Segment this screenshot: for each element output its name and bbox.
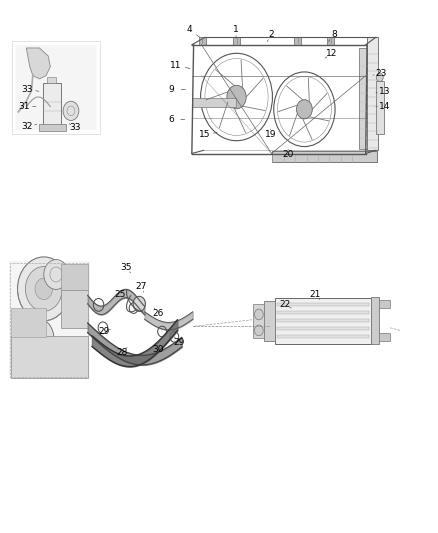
Circle shape — [25, 266, 62, 311]
Circle shape — [133, 296, 145, 311]
PathPatch shape — [9, 261, 90, 378]
Bar — [277, 303, 369, 306]
Bar — [39, 124, 66, 131]
Circle shape — [297, 100, 312, 119]
Text: 12: 12 — [326, 49, 338, 58]
Circle shape — [227, 85, 246, 109]
Circle shape — [376, 73, 383, 82]
Text: 21: 21 — [310, 290, 321, 298]
Circle shape — [35, 278, 53, 300]
Text: 4: 4 — [187, 25, 192, 34]
Text: 28: 28 — [116, 349, 127, 357]
Text: 35: 35 — [120, 263, 132, 272]
Bar — [12, 41, 100, 134]
Bar — [371, 297, 379, 344]
Text: 9: 9 — [169, 85, 175, 94]
Bar — [43, 83, 61, 128]
Text: 8: 8 — [331, 30, 337, 39]
Text: 27: 27 — [135, 282, 147, 291]
Bar — [275, 298, 371, 344]
Bar — [277, 335, 369, 338]
Bar — [379, 333, 390, 341]
Bar — [277, 319, 369, 322]
PathPatch shape — [26, 48, 50, 79]
Bar — [327, 37, 334, 45]
Bar — [253, 304, 264, 338]
Text: 32: 32 — [21, 123, 33, 131]
Bar — [47, 77, 56, 83]
Bar — [11, 308, 46, 337]
Text: 13: 13 — [379, 87, 390, 96]
Circle shape — [63, 101, 79, 120]
Circle shape — [18, 257, 70, 321]
Bar — [233, 37, 240, 45]
Text: 6: 6 — [169, 115, 175, 124]
Text: 11: 11 — [170, 61, 182, 69]
Text: 29: 29 — [173, 338, 184, 346]
Bar — [264, 301, 275, 341]
Bar — [376, 81, 384, 134]
Text: 2: 2 — [269, 30, 274, 39]
Text: 33: 33 — [21, 85, 33, 94]
Text: 19: 19 — [265, 130, 276, 139]
Bar — [272, 151, 377, 162]
Bar — [192, 98, 236, 107]
Bar — [199, 37, 206, 45]
Text: 33: 33 — [70, 124, 81, 132]
Text: 25: 25 — [114, 290, 126, 298]
Bar — [11, 336, 88, 378]
Text: 29: 29 — [99, 327, 110, 336]
FancyBboxPatch shape — [16, 45, 96, 130]
Bar — [277, 327, 369, 330]
Text: 26: 26 — [152, 309, 163, 318]
Bar — [367, 37, 378, 150]
Bar — [10, 263, 88, 377]
Text: 14: 14 — [379, 102, 390, 111]
Circle shape — [44, 260, 68, 289]
Text: 30: 30 — [152, 345, 163, 353]
Circle shape — [254, 325, 263, 336]
Text: 1: 1 — [233, 25, 239, 34]
Bar — [359, 48, 367, 149]
Bar — [61, 264, 88, 290]
Text: 20: 20 — [283, 150, 294, 159]
Bar — [61, 290, 88, 328]
Text: 31: 31 — [18, 102, 30, 111]
Bar — [294, 37, 301, 45]
Circle shape — [28, 328, 46, 349]
Bar — [379, 300, 390, 308]
Text: 22: 22 — [279, 301, 290, 309]
Circle shape — [254, 309, 263, 320]
Text: 15: 15 — [199, 130, 211, 139]
Bar — [277, 311, 369, 314]
Circle shape — [21, 318, 54, 359]
Text: 23: 23 — [375, 69, 387, 78]
